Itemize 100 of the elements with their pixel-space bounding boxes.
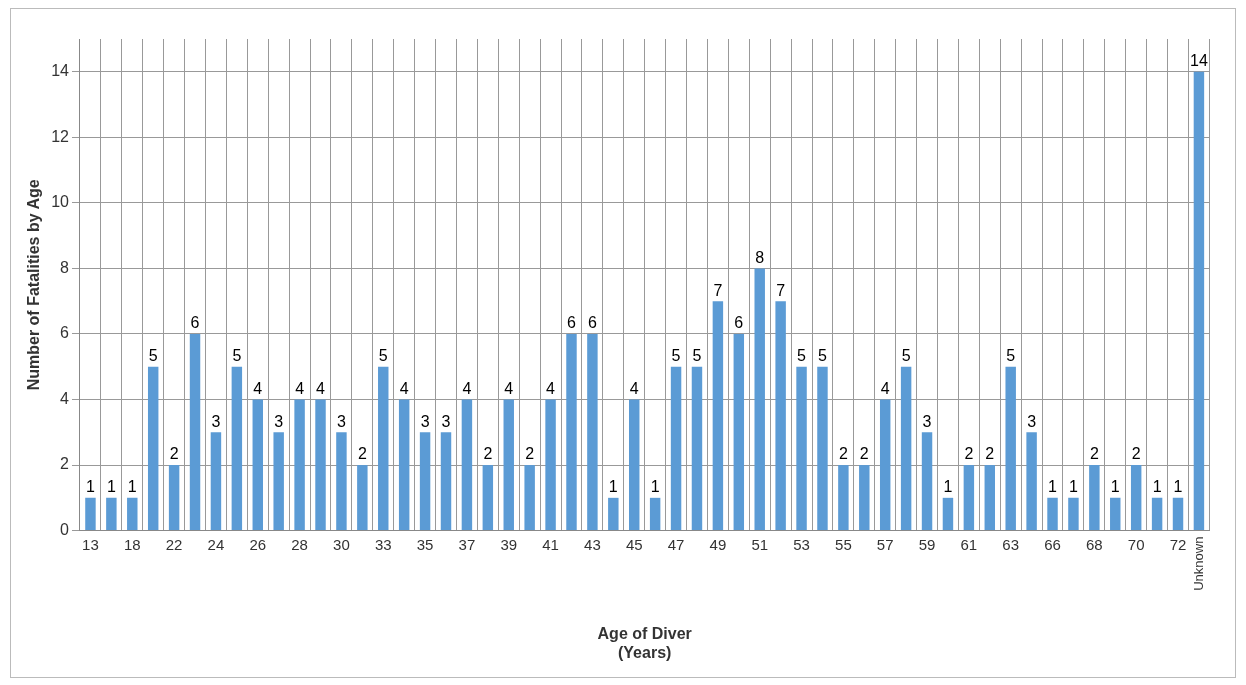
x-tick-label: 47 <box>667 536 685 554</box>
data-label: 2 <box>1089 445 1099 463</box>
data-label: 7 <box>776 281 786 299</box>
data-label: 3 <box>1027 412 1037 430</box>
data-label: 5 <box>148 347 158 365</box>
bar <box>608 497 619 531</box>
data-label: 1 <box>106 478 116 496</box>
data-label: 3 <box>211 412 221 430</box>
y-tick-label: 0 <box>60 521 70 539</box>
y-tick-label: 10 <box>51 193 70 211</box>
bar <box>378 366 389 531</box>
bar <box>231 366 243 531</box>
x-tick-label: Unknown <box>1190 536 1206 591</box>
x-tick-label: 33 <box>374 536 392 554</box>
y-tick-label: 4 <box>60 389 70 407</box>
data-label: 3 <box>274 412 284 430</box>
data-label: 1 <box>86 478 95 496</box>
bar <box>1172 497 1184 531</box>
x-tick-label: 39 <box>500 536 518 554</box>
x-tick-label: 35 <box>416 536 434 554</box>
x-tick-label: 66 <box>1044 536 1061 554</box>
data-label: 1 <box>127 478 137 496</box>
data-label: 6 <box>190 314 200 332</box>
data-label: 5 <box>692 347 702 365</box>
data-label: 3 <box>922 412 932 430</box>
bar <box>921 432 933 531</box>
bar <box>524 465 535 531</box>
x-tick-label: 43 <box>584 536 601 554</box>
bar <box>775 301 786 531</box>
y-axis-title: Number of Fatalities by Age <box>25 179 43 391</box>
bar <box>461 399 473 531</box>
x-tick-label: 51 <box>751 536 769 554</box>
data-label: 4 <box>462 379 472 397</box>
y-tick-label: 14 <box>51 62 70 80</box>
y-tick-label: 12 <box>51 127 70 145</box>
bar <box>503 399 514 531</box>
data-label: 1 <box>943 478 953 496</box>
data-label: 6 <box>567 314 577 332</box>
x-tick-label: 18 <box>123 536 141 554</box>
bar <box>1047 497 1058 531</box>
bar <box>482 465 494 531</box>
data-label: 1 <box>1068 478 1078 496</box>
data-label: 4 <box>504 379 514 397</box>
bar <box>294 399 305 531</box>
data-label: 5 <box>818 347 828 365</box>
data-label: 6 <box>587 314 597 332</box>
data-label: 5 <box>1006 347 1016 365</box>
x-tick-label: 72 <box>1169 536 1187 554</box>
x-tick-label: 45 <box>625 536 643 554</box>
x-tick-label: 55 <box>835 536 852 554</box>
bar <box>1089 465 1100 531</box>
bar <box>649 497 661 531</box>
x-tick-label: 37 <box>458 536 476 554</box>
data-label: 1 <box>650 478 660 496</box>
data-label: 1 <box>1173 478 1183 496</box>
bar <box>817 366 828 531</box>
bar <box>127 497 138 531</box>
bar <box>587 333 598 531</box>
data-label: 1 <box>1048 478 1058 496</box>
data-label: 3 <box>441 412 451 430</box>
bar <box>1026 432 1037 531</box>
bar <box>1130 465 1142 531</box>
bar <box>398 399 410 531</box>
data-label: 4 <box>295 379 305 397</box>
x-tick-label: 57 <box>876 536 894 554</box>
bar <box>963 465 975 531</box>
data-label: 6 <box>734 314 744 332</box>
bar <box>859 465 870 531</box>
y-tick-label: 2 <box>60 455 70 473</box>
bar <box>85 497 96 531</box>
x-tick-label: 26 <box>249 536 267 554</box>
bar <box>796 366 807 531</box>
bar <box>838 465 849 531</box>
x-axis-title: Age of Diver (Years) <box>597 624 692 661</box>
bar <box>419 432 431 531</box>
data-label: 2 <box>525 445 535 463</box>
data-label: 4 <box>880 379 890 397</box>
y-tick-label: 6 <box>60 324 70 342</box>
bar <box>879 399 891 531</box>
x-tick-label: 70 <box>1127 536 1145 554</box>
bar <box>440 432 452 531</box>
y-tick-label: 8 <box>60 258 70 276</box>
bar <box>629 399 640 531</box>
data-label: 4 <box>399 379 409 397</box>
data-label: 5 <box>797 347 807 365</box>
data-label: 4 <box>316 379 326 397</box>
bar <box>273 432 284 531</box>
bar <box>106 497 117 531</box>
data-label: 5 <box>671 347 681 365</box>
bar <box>189 333 201 531</box>
x-tick-label: 68 <box>1086 536 1103 554</box>
data-label: 5 <box>378 347 388 365</box>
data-label: 2 <box>169 445 179 463</box>
data-label: 2 <box>859 445 869 463</box>
bar <box>545 399 556 531</box>
data-label: 2 <box>483 445 493 463</box>
data-label: 1 <box>608 478 618 496</box>
data-label: 4 <box>253 379 263 397</box>
data-label: 2 <box>964 445 974 463</box>
bar <box>1110 497 1121 531</box>
